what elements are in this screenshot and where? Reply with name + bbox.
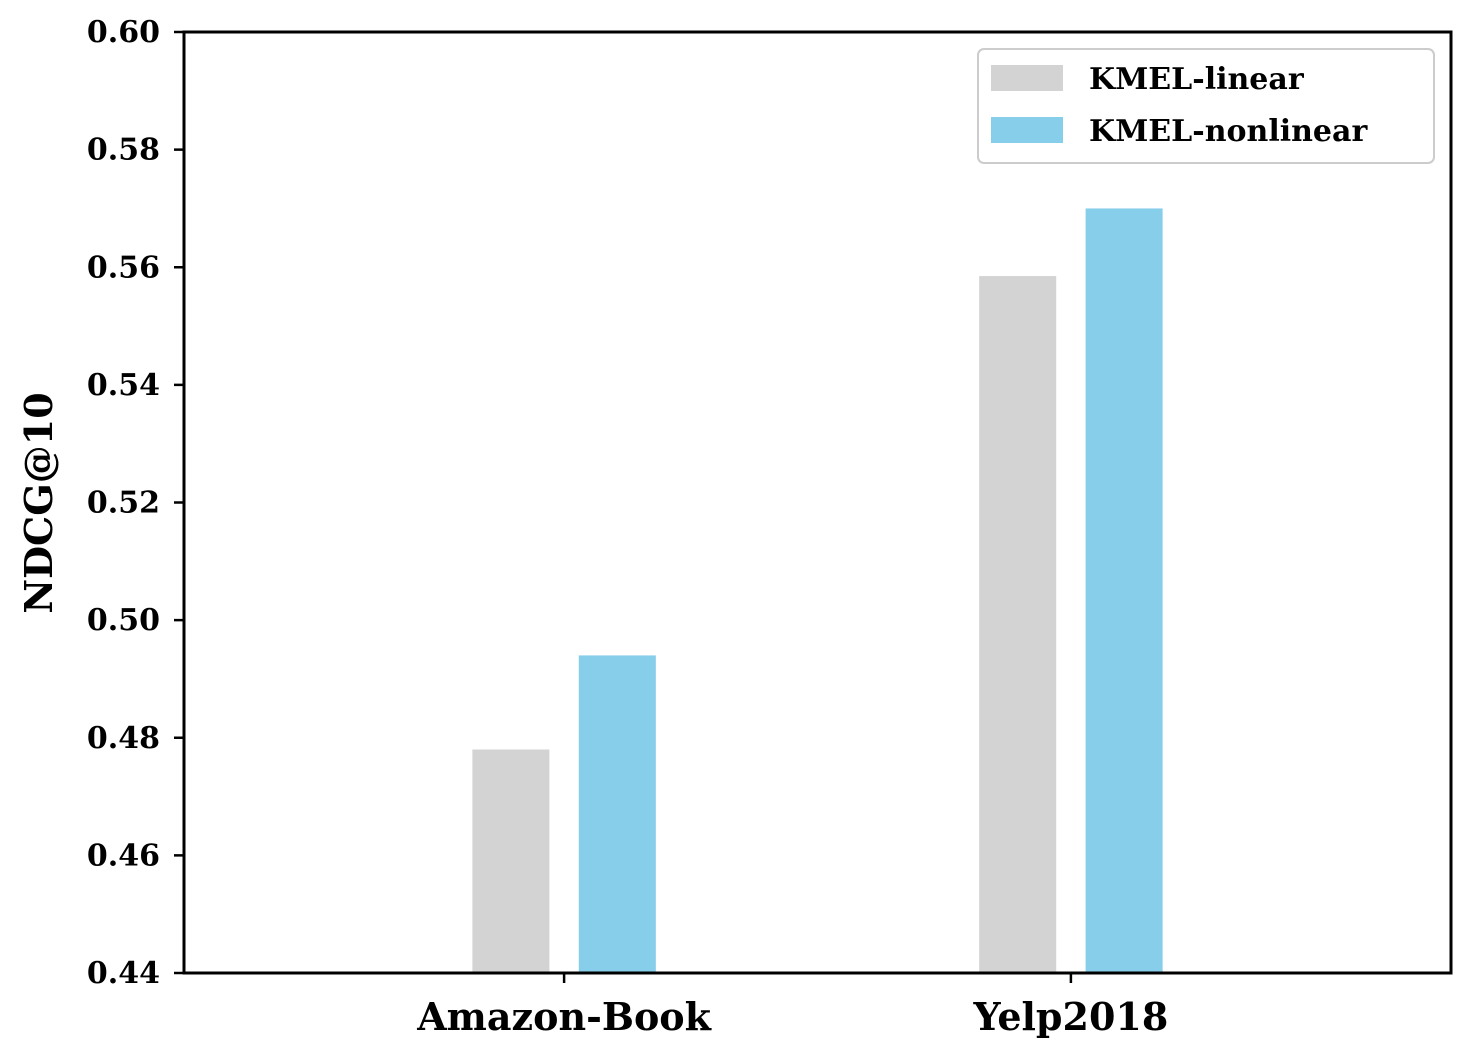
legend-swatch-kmel-linear — [991, 65, 1063, 91]
y-tick-label: 0.46 — [87, 838, 160, 873]
y-axis-label: NDCG@10 — [16, 392, 61, 613]
legend-label-kmel-nonlinear: KMEL-nonlinear — [1089, 114, 1368, 149]
bar-kmel-nonlinear-amazon-book — [578, 655, 656, 973]
legend-label-kmel-linear: KMEL-linear — [1089, 62, 1305, 97]
bar-kmel-linear-amazon-book — [472, 749, 550, 973]
bar-kmel-linear-yelp2018 — [979, 276, 1057, 973]
y-tick-label: 0.50 — [87, 603, 160, 638]
legend-frame — [977, 48, 1435, 164]
bar-kmel-nonlinear-yelp2018 — [1085, 208, 1163, 973]
y-tick-label: 0.56 — [87, 250, 160, 285]
y-axis-ticks: 0.44 0.46 0.48 0.50 0.52 0.54 0.56 0.58 0.60 — [87, 15, 184, 991]
x-tick-label-yelp2018: Yelp2018 — [973, 994, 1169, 1039]
y-tick-label: 0.60 — [87, 15, 160, 50]
y-tick-label: 0.52 — [87, 486, 160, 521]
x-axis-ticks: Amazon-Book Yelp2018 — [416, 973, 1168, 1039]
legend: KMEL-linear KMEL-nonlinear — [977, 48, 1435, 164]
y-tick-label: 0.44 — [87, 956, 160, 991]
x-tick-label-amazon-book: Amazon-Book — [416, 994, 711, 1039]
plot-area-frame — [182, 30, 1453, 975]
y-tick-label: 0.58 — [87, 133, 160, 168]
bars-layer — [472, 208, 1163, 973]
legend-swatch-kmel-nonlinear — [991, 117, 1063, 143]
y-tick-label: 0.54 — [87, 368, 160, 403]
y-tick-label: 0.48 — [87, 721, 160, 756]
